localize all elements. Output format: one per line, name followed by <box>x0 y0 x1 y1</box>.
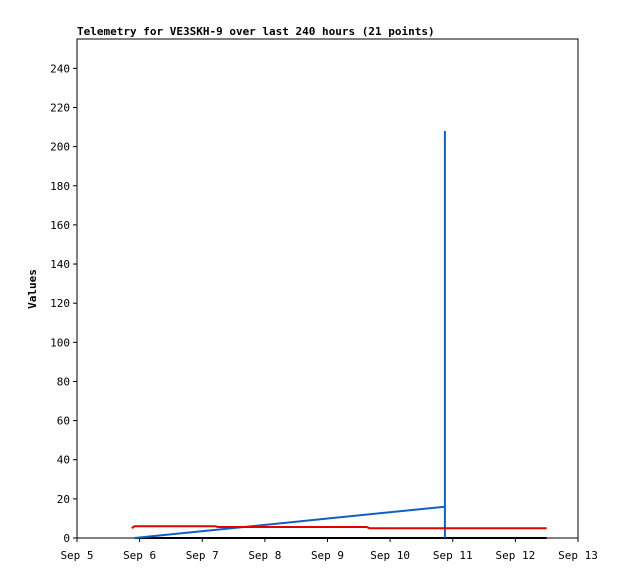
y-tick-label: 220 <box>50 101 70 114</box>
y-tick-label: 180 <box>50 180 70 193</box>
x-tick-label: Sep 12 <box>496 549 536 562</box>
y-tick-label: 80 <box>57 375 70 388</box>
y-tick-label: 100 <box>50 336 70 349</box>
x-tick-label: Sep 11 <box>433 549 473 562</box>
x-tick-label: Sep 13 <box>558 549 598 562</box>
y-tick-label: 20 <box>57 493 70 506</box>
y-tick-label: 140 <box>50 258 70 271</box>
plot-frame <box>76 38 579 539</box>
y-tick-label: 40 <box>57 454 70 467</box>
series-line-0 <box>131 525 547 530</box>
y-axis-label: Values <box>26 269 39 309</box>
y-tick-label: 160 <box>50 219 70 232</box>
series-line-1 <box>134 131 446 539</box>
x-tick-label: Sep 8 <box>248 549 281 562</box>
x-axis: Sep 5 Sep 6 Sep 7 Sep 8 Sep 9 Sep 10 Sep 11 Sep… <box>60 538 598 562</box>
x-tick-label: Sep 6 <box>123 549 156 562</box>
x-tick-label: Sep 7 <box>186 549 219 562</box>
x-tick-label: Sep 10 <box>370 549 410 562</box>
y-tick-label: 120 <box>50 297 70 310</box>
series-layer <box>131 131 547 539</box>
y-tick-label: 200 <box>50 141 70 154</box>
y-tick-label: 240 <box>50 62 70 75</box>
chart-title: Telemetry for VE3SKH-9 over last 240 hou… <box>77 25 435 38</box>
y-tick-label: 60 <box>57 415 70 428</box>
x-tick-label: Sep 5 <box>60 549 93 562</box>
x-tick-label: Sep 9 <box>311 549 344 562</box>
y-tick-label: 0 <box>63 532 70 545</box>
y-axis: 0 20 40 60 80 100 120 140 160 180 200 220 240 <box>50 62 77 545</box>
